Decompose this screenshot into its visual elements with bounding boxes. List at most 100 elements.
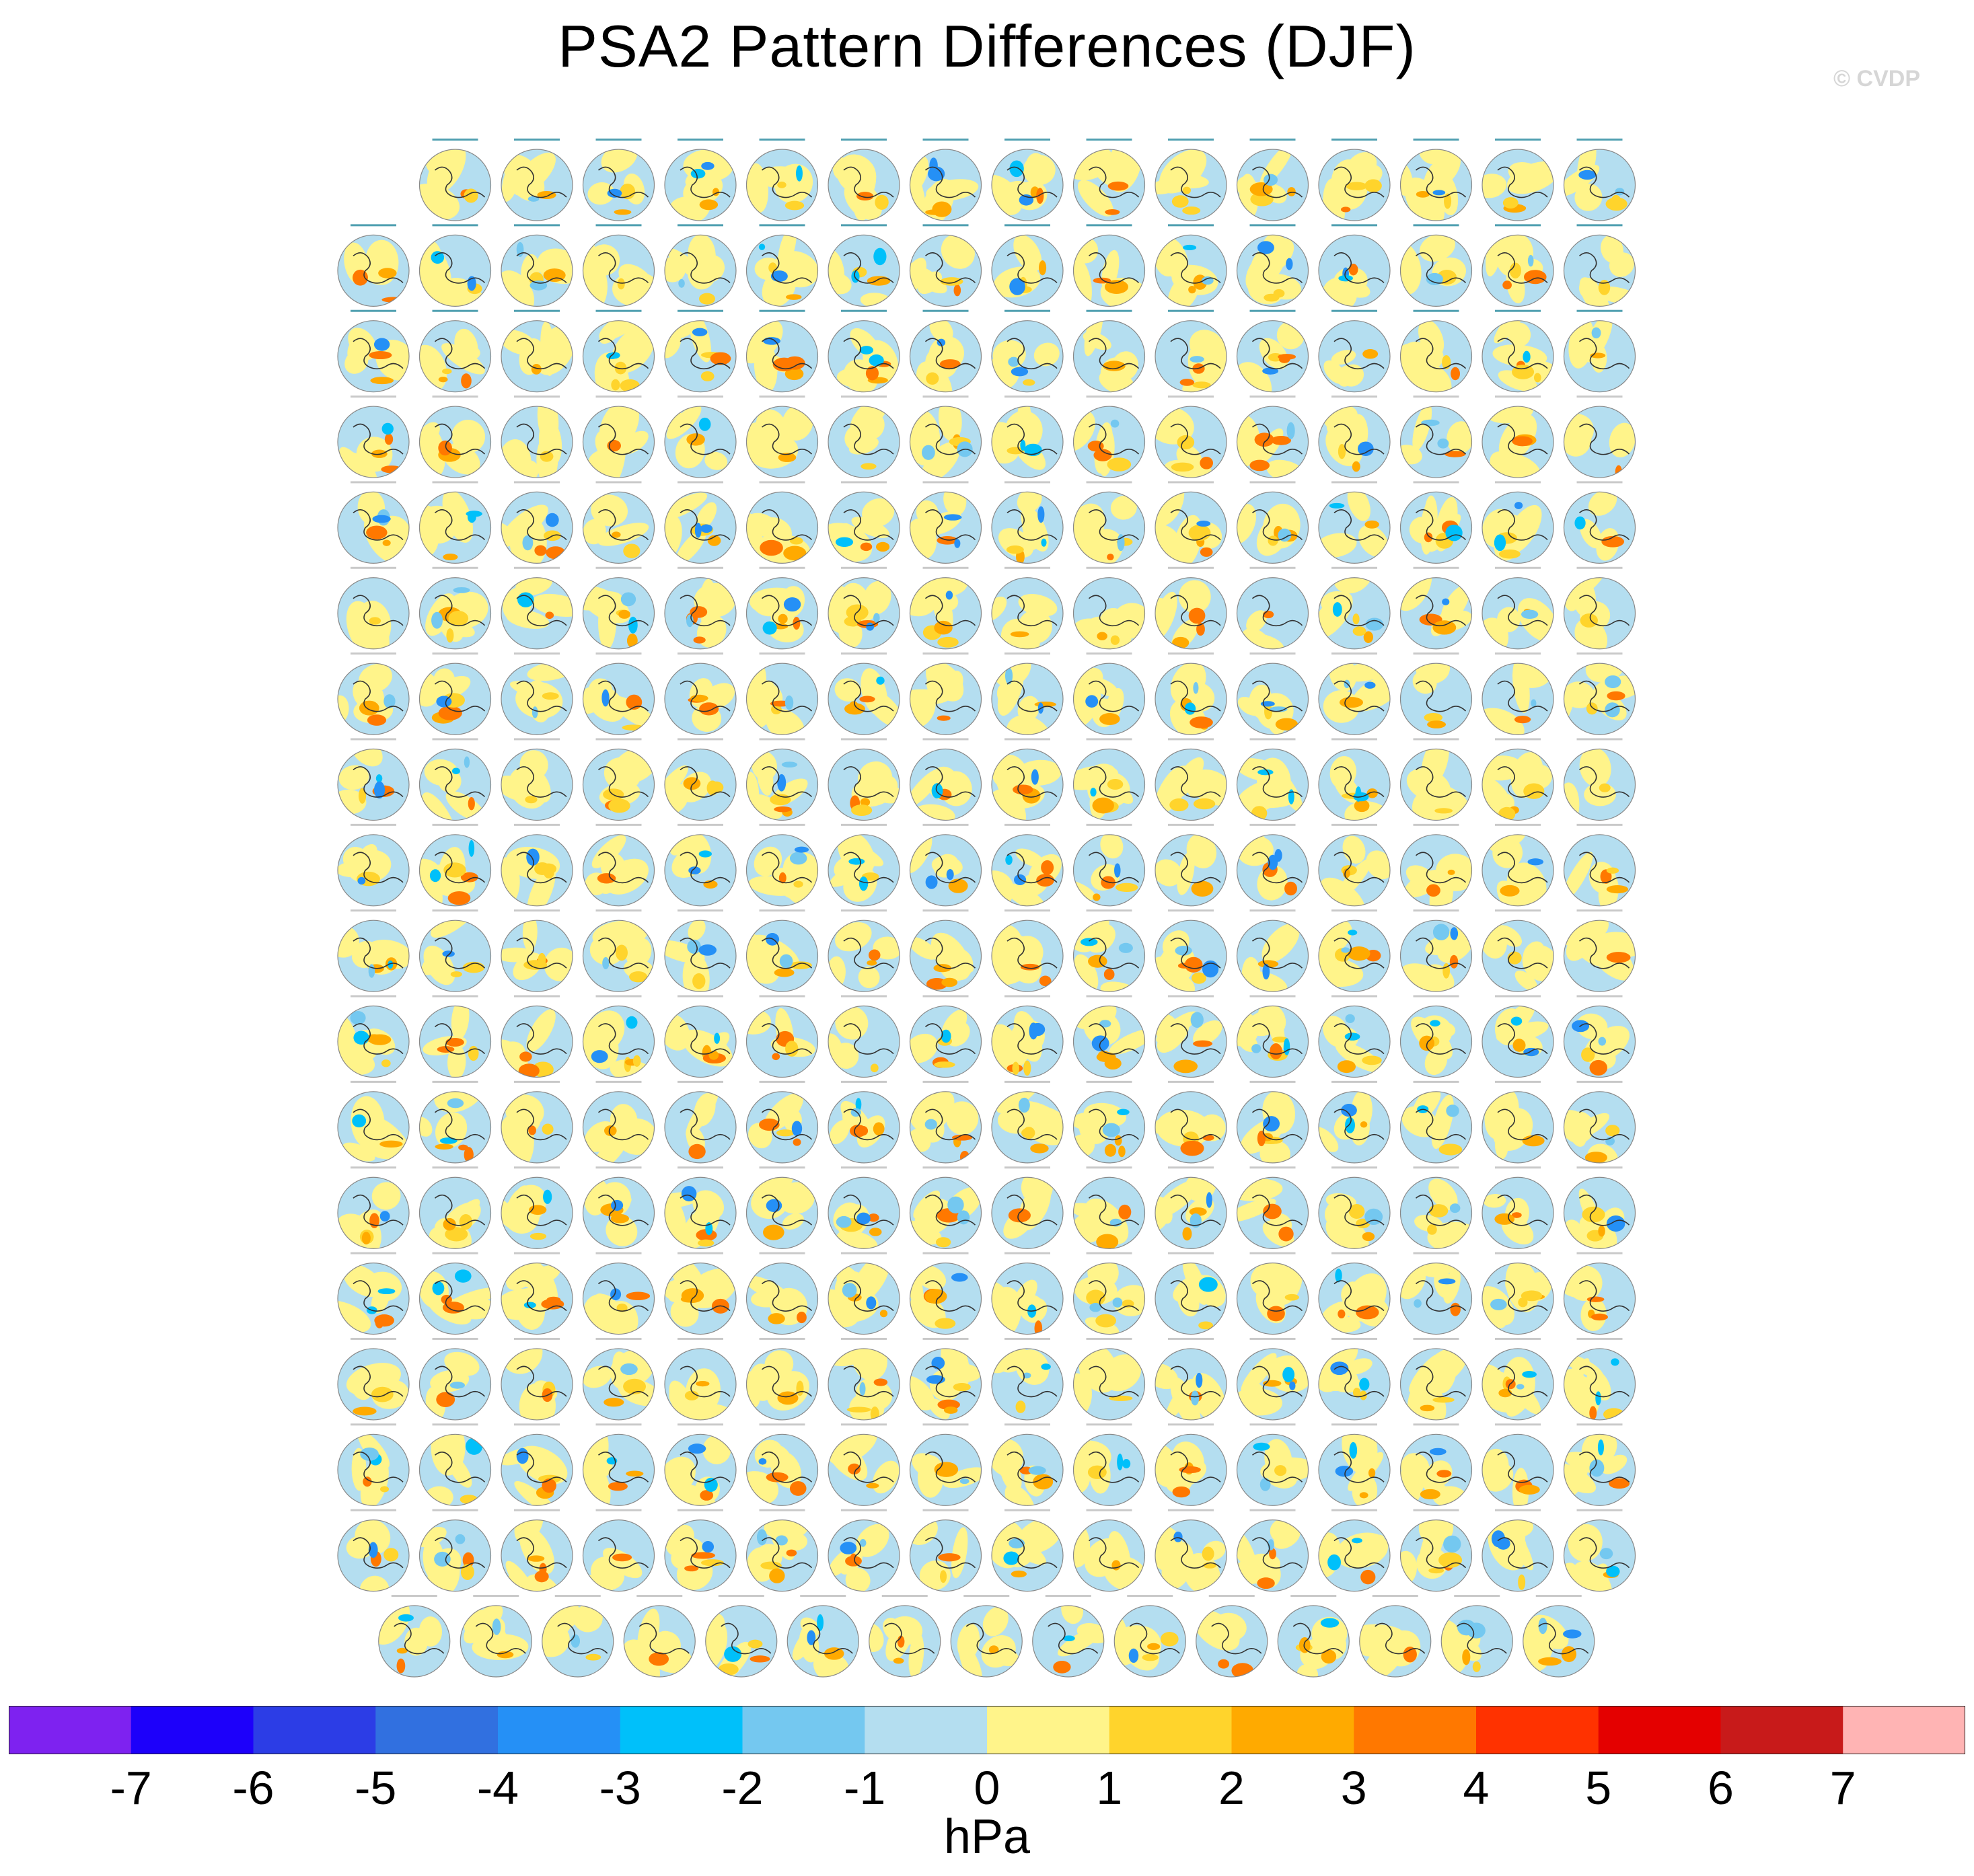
panel-title-mark xyxy=(595,1080,642,1083)
strong-positive-anomaly xyxy=(789,961,812,969)
coastline xyxy=(1170,423,1221,455)
negative-anomaly xyxy=(937,338,946,346)
strong-positive-anomaly xyxy=(445,1227,468,1242)
map-panel xyxy=(745,1337,819,1421)
panel-title-mark xyxy=(1249,652,1296,655)
map-panel xyxy=(582,309,655,393)
negative-anomaly xyxy=(1445,525,1463,541)
strong-positive-anomaly xyxy=(438,377,448,383)
negative-anomaly xyxy=(368,1542,378,1559)
coastline xyxy=(516,1109,567,1141)
map-panel xyxy=(418,1080,492,1164)
map-panel xyxy=(1563,995,1636,1078)
panel-title-mark xyxy=(595,1423,642,1426)
positive-anomaly xyxy=(910,258,926,298)
map-panel xyxy=(1318,396,1391,478)
coastline xyxy=(1578,252,1630,284)
map-rim xyxy=(1155,920,1227,992)
map-rim xyxy=(1563,748,1636,821)
panel-title-mark xyxy=(1576,823,1623,826)
panel-title-mark xyxy=(1249,566,1296,569)
positive-anomaly xyxy=(535,325,573,375)
panel-title-mark xyxy=(678,738,723,741)
negative-anomaly xyxy=(807,1630,816,1645)
strong-positive-anomaly xyxy=(1188,607,1206,624)
strong-positive-anomaly xyxy=(1522,1135,1545,1147)
positive-anomaly xyxy=(694,1093,716,1127)
map-rim xyxy=(745,748,819,821)
map-panel xyxy=(1236,481,1309,564)
strong-positive-anomaly xyxy=(1445,451,1466,457)
strong-positive-anomaly xyxy=(626,1470,644,1477)
strong-positive-anomaly xyxy=(1498,1388,1512,1398)
map-panel xyxy=(1399,566,1473,650)
map-rim xyxy=(1318,1519,1391,1592)
strong-positive-anomaly xyxy=(760,539,783,556)
map-panel xyxy=(1072,1509,1146,1592)
strong-positive-anomaly xyxy=(1603,1408,1625,1420)
map-rim xyxy=(909,748,982,821)
map-rim xyxy=(1318,491,1391,564)
strong-positive-anomaly xyxy=(1606,952,1631,963)
panel-title-mark xyxy=(432,652,478,655)
positive-anomaly xyxy=(1359,1629,1384,1657)
panel-title-mark xyxy=(1168,652,1214,655)
strong-positive-anomaly xyxy=(1169,798,1189,812)
map-panel xyxy=(991,1423,1064,1506)
coastline xyxy=(597,338,649,370)
strong-positive-anomaly xyxy=(1609,1478,1630,1489)
panel-title-mark xyxy=(1290,1595,1337,1597)
strong-positive-anomaly xyxy=(1249,459,1270,472)
map-panel xyxy=(337,1080,410,1164)
negative-anomaly xyxy=(1008,357,1019,367)
strong-positive-anomaly xyxy=(1533,373,1541,383)
positive-anomaly xyxy=(1568,577,1607,601)
panel-title-mark xyxy=(432,1423,478,1426)
coastline xyxy=(1170,338,1221,370)
panel-title-mark xyxy=(759,1423,805,1426)
negative-anomaly xyxy=(1288,789,1294,804)
map-rim xyxy=(1482,834,1554,907)
map-rim xyxy=(1072,1091,1146,1164)
map-rim xyxy=(582,920,655,992)
coastline xyxy=(1415,509,1467,541)
map-panel xyxy=(1236,823,1309,907)
positive-anomaly xyxy=(1170,663,1206,705)
strong-positive-anomaly xyxy=(861,463,877,470)
map-panel xyxy=(828,396,900,478)
map-panel xyxy=(1482,396,1554,478)
negative-anomaly xyxy=(1327,1554,1341,1571)
map-rim xyxy=(1072,491,1146,564)
coastline xyxy=(843,595,894,627)
map-rim xyxy=(1399,748,1473,821)
panel-title-mark xyxy=(1086,1423,1132,1426)
coastline xyxy=(680,1365,731,1398)
map-rim xyxy=(418,1091,492,1164)
coastline xyxy=(1211,1622,1262,1655)
positive-anomaly xyxy=(451,419,486,453)
panel-title-mark xyxy=(759,309,805,312)
map-panel xyxy=(1399,652,1473,735)
positive-anomaly xyxy=(404,1627,429,1656)
map-panel xyxy=(501,1509,573,1592)
map-panel xyxy=(991,1166,1064,1249)
positive-anomaly xyxy=(1178,580,1211,613)
strong-positive-anomaly xyxy=(1264,293,1280,302)
coastline xyxy=(1578,1194,1630,1226)
map-rim xyxy=(1318,748,1391,821)
strong-positive-anomaly xyxy=(700,1559,724,1567)
map-panel xyxy=(337,1423,410,1506)
panel-title-mark xyxy=(1249,1252,1296,1254)
coastline xyxy=(516,338,567,370)
strong-positive-anomaly xyxy=(859,696,875,703)
map-panel xyxy=(664,139,737,221)
coastline xyxy=(1333,595,1385,627)
coastline xyxy=(680,338,731,370)
map-panel xyxy=(501,139,573,221)
negative-anomaly xyxy=(678,278,685,288)
coastline xyxy=(1578,1365,1630,1398)
map-rim xyxy=(991,1433,1064,1506)
strong-positive-anomaly xyxy=(381,297,405,303)
coastline xyxy=(843,166,894,198)
coastline xyxy=(1333,1451,1385,1483)
